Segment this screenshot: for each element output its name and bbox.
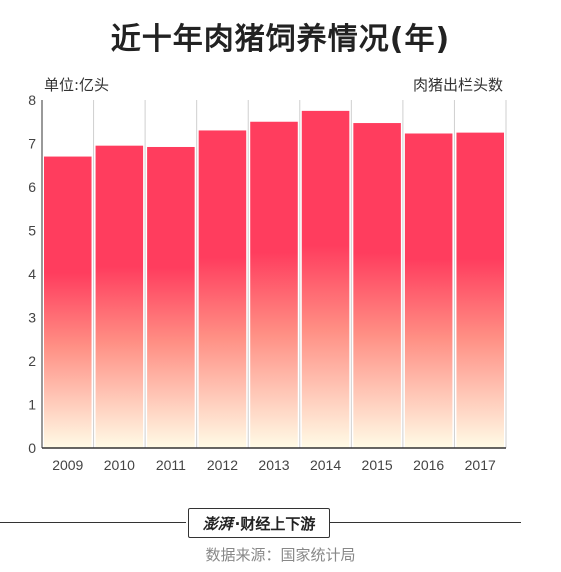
bar-2014 [301,110,350,448]
y-tick-label: 8 [28,92,36,108]
footer-divider-left [0,522,186,523]
bar-2017 [456,132,504,448]
unit-label: 单位:亿头 [44,76,110,94]
bar-2010 [95,145,144,449]
bar-2013 [250,121,298,448]
y-tick-label: 2 [28,353,36,369]
y-tick-label: 1 [28,397,36,413]
chart-title: 近十年肉猪饲养情况(年) [110,22,451,57]
bar-2012 [198,130,247,448]
bar-2016 [404,133,453,448]
bar-chart: 0 1 2 3 4 5 6 7 8 2009 2010 2011 2012 2013 2014 2015 201… [28,92,507,473]
data-source: 数据来源：国家统计局 [205,546,356,564]
x-tick-label: 2009 [52,457,83,473]
footer-brand-badge: 澎湃 ·财经上下游 [188,508,330,538]
bar-2011 [147,146,195,449]
y-tick-label: 5 [28,223,36,239]
x-tick-label: 2011 [156,457,186,473]
bar-2015 [353,123,401,449]
y-tick-label: 7 [28,136,36,152]
footer-divider-right [330,522,521,523]
x-tick-label: 2010 [104,457,135,473]
thepaper-logo: 澎湃 [202,514,233,533]
x-tick-label: 2015 [362,457,393,473]
y-tick-label: 4 [28,266,36,282]
x-tick-label: 2014 [310,457,341,473]
y-tick-label: 0 [28,440,36,456]
y-tick-label: 6 [28,179,36,195]
y-tick-label: 3 [28,310,36,326]
x-tick-label: 2013 [258,457,289,473]
series-label: 肉猪出栏头数 [412,76,503,94]
x-tick-label: 2017 [465,457,496,473]
bar-2009 [44,156,92,449]
x-tick-label: 2012 [207,457,238,473]
x-tick-label: 2016 [413,457,444,473]
footer-brand-text: ·财经上下游 [234,514,316,533]
